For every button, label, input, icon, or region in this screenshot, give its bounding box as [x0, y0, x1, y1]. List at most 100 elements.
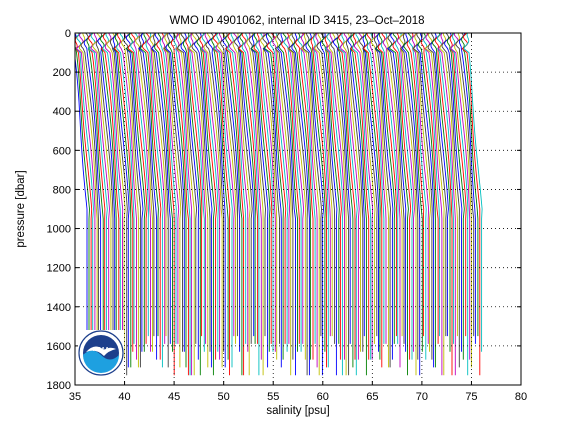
profile-line [330, 33, 350, 376]
profile-line [437, 33, 456, 376]
profile-line [396, 33, 415, 352]
x-tick-label: 75 [465, 391, 477, 403]
profile-line [461, 33, 481, 376]
profile-line [319, 33, 338, 376]
profile-line [420, 33, 439, 344]
y-tick-label: 200 [53, 67, 71, 79]
profile-line [188, 33, 207, 344]
profile-line [75, 33, 94, 344]
noaa-logo: NOAA [78, 330, 124, 376]
profile-line [87, 33, 108, 368]
x-tick-label: 40 [118, 391, 130, 403]
profile-line [248, 33, 266, 337]
profile-line [205, 33, 225, 352]
profile-line [80, 33, 99, 337]
profile-line [387, 33, 407, 352]
y-tick-label: 1000 [47, 224, 71, 236]
profile-line [300, 33, 318, 368]
profile-line [113, 33, 134, 352]
x-axis-label: salinity [psu] [266, 405, 329, 417]
profile-line [207, 33, 226, 368]
profile-line [406, 33, 425, 337]
profile-line [112, 33, 130, 368]
y-axis-label: pressure [dbar] [15, 170, 27, 247]
profile-line [187, 33, 205, 352]
profile-line [75, 33, 90, 344]
profile-line [411, 33, 430, 344]
profile-line [288, 33, 308, 376]
profile-line [362, 33, 380, 352]
profile-line [182, 33, 201, 376]
profile-line [374, 33, 394, 360]
profile-line [349, 33, 367, 376]
profile-line [449, 33, 469, 376]
profile-line [156, 33, 175, 376]
profile-line [412, 33, 432, 352]
profile-line [95, 33, 114, 360]
x-tick-label: 35 [69, 391, 81, 403]
profile-line [399, 33, 417, 376]
y-tick-label: 1200 [47, 263, 71, 275]
profile-line [146, 33, 166, 344]
profile-line [455, 33, 475, 337]
profile-line [366, 33, 385, 344]
y-tick-label: 600 [53, 145, 71, 157]
profile-line [250, 33, 269, 368]
profile-line [373, 33, 391, 368]
profile-line [417, 33, 436, 368]
profile-line [211, 33, 229, 360]
profile-line [97, 33, 116, 368]
profile-line [232, 33, 251, 376]
noaa-logo-text: NOAA [93, 347, 109, 353]
noaa-logo-bird [86, 346, 116, 356]
profile-line [149, 33, 167, 337]
profile-line [337, 33, 356, 360]
profile-line [222, 33, 241, 352]
profile-line [281, 33, 300, 344]
y-tick-label: 1400 [47, 302, 71, 314]
y-ticks: 0 200 400 600 800 1000 1200 1400 1600 1800 [47, 28, 521, 392]
x-tick-label: 70 [416, 391, 428, 403]
profile-line [277, 33, 296, 376]
profile-line [283, 33, 302, 352]
plot-area: 35 40 45 50 55 60 65 70 75 80 0 200 400 600 800 1000 12… [47, 28, 528, 403]
profile-line [113, 33, 132, 368]
profile-line [436, 33, 454, 344]
profile-line [275, 33, 292, 376]
profile-line [324, 33, 344, 376]
profile-line [246, 33, 264, 376]
profile-line [150, 33, 169, 368]
profile-line [262, 33, 280, 344]
profile-line [106, 33, 126, 360]
profile-line [424, 33, 443, 376]
profile-line [161, 33, 180, 344]
profile-line [431, 33, 451, 352]
profile-line [225, 33, 243, 376]
profile-line [375, 33, 396, 344]
profile-line [212, 33, 231, 376]
x-ticks: 35 40 45 50 55 60 65 70 75 80 [69, 33, 527, 403]
profile-line [423, 33, 440, 337]
profile-line [237, 33, 255, 337]
profile-line [164, 33, 184, 352]
profile-line [310, 33, 328, 368]
profile-line [357, 33, 376, 344]
profile-line [180, 33, 200, 360]
profile-line [225, 33, 245, 376]
grid-lines [75, 33, 521, 385]
plot-frame [74, 32, 522, 386]
profile-line [99, 33, 117, 344]
profile-line [316, 33, 336, 344]
profile-line [138, 33, 155, 337]
profile-line [362, 33, 381, 360]
profile-line [167, 33, 187, 368]
profile-line [380, 33, 399, 344]
y-tick-label: 1800 [47, 380, 71, 392]
profile-line [201, 33, 221, 360]
x-tick-label: 60 [317, 391, 329, 403]
profile-line [307, 33, 326, 352]
profile-line [338, 33, 358, 376]
noaa-logo-sea [83, 350, 119, 373]
profile-line [459, 33, 476, 344]
profile-lines [75, 33, 483, 376]
